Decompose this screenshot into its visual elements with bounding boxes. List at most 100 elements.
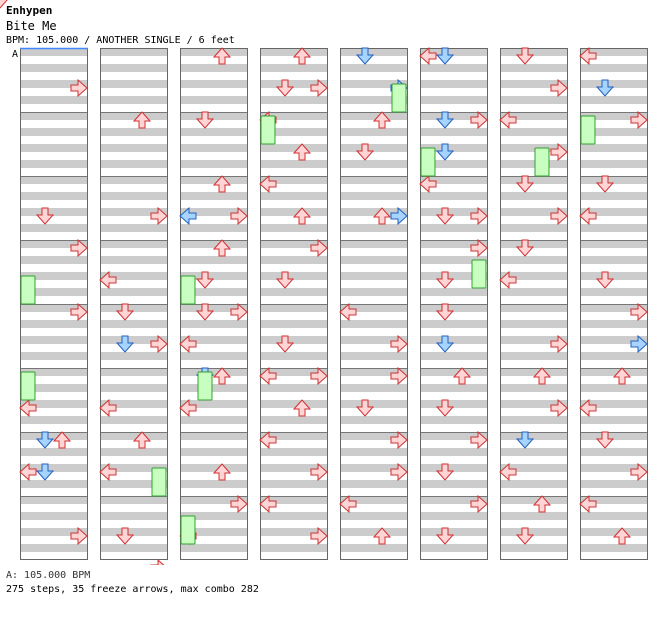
beat-stripe [580,512,648,520]
arrow-shape [212,175,232,193]
arrow-shape [435,271,455,289]
step-arrow [435,111,455,129]
song-artist: Enhypen [6,4,53,17]
beat-stripe [340,368,408,376]
arrow-shape [212,367,232,385]
arrow-shape [372,527,392,545]
beat-stripe [500,368,568,376]
arrow-shape [595,271,615,289]
arrow-shape [435,303,455,321]
beat-stripe [100,384,168,392]
beat-stripe [260,48,328,56]
step-arrow [499,270,517,290]
arrow-shape [550,334,568,354]
arrow-shape [595,431,615,449]
arrow-shape [230,302,248,322]
beat-stripe [340,480,408,488]
beat-stripe [340,256,408,264]
arrow-shape [259,430,277,450]
beat-stripe [500,528,568,536]
beat-stripe [340,224,408,232]
arrow-shape [579,206,597,226]
beat-stripe [180,352,248,360]
beat-stripe [20,80,88,88]
beat-stripe [100,176,168,184]
step-arrow [532,495,552,513]
beat-stripe [420,64,488,72]
beat-stripe [580,48,648,56]
beat-stripe [260,144,328,152]
beat-stripe [260,528,328,536]
arrow-shape [435,335,455,353]
arrow-shape [579,398,597,418]
beat-stripe [20,304,88,312]
beat-stripe [340,208,408,216]
beat-stripe [500,352,568,360]
beat-stripe [500,176,568,184]
step-arrow [630,110,648,130]
arrow-shape [515,527,535,545]
beat-stripe [340,528,408,536]
arrow-shape [372,207,392,225]
beat-stripe [20,256,88,264]
arrow-shape [515,47,535,65]
beat-stripe [20,288,88,296]
beat-stripe [580,448,648,456]
beat-stripe [580,144,648,152]
beat-stripe [100,48,168,56]
beat-stripe [20,176,88,184]
arrow-shape [115,303,135,321]
step-arrow [259,174,277,194]
beat-stripe [180,320,248,328]
freeze-arrow [580,115,596,145]
beat-stripe [180,448,248,456]
beat-stripe [420,288,488,296]
beat-stripe [340,336,408,344]
beat-stripe [340,496,408,504]
arrow-shape [390,334,408,354]
beat-stripe [580,288,648,296]
beat-stripe [100,96,168,104]
beat-stripe [20,224,88,232]
beat-stripe [580,208,648,216]
arrow-shape [435,463,455,481]
beat-stripe [340,544,408,552]
arrow-shape [310,462,328,482]
arrow-shape [579,46,597,66]
step-arrow [390,366,408,386]
freeze-arrow [534,147,550,177]
arrow-shape [150,206,168,226]
arrow-shape [230,206,248,226]
beat-stripe [180,64,248,72]
step-arrow [470,206,488,226]
arrow-shape [70,526,88,546]
beat-stripe [100,432,168,440]
beat-stripe [100,256,168,264]
beat-stripe [260,80,328,88]
beat-stripe [500,464,568,472]
step-arrow [292,399,312,417]
step-arrow [99,462,117,482]
arrow-shape [435,527,455,545]
step-arrow [470,430,488,450]
beat-stripe [420,272,488,280]
step-arrow [532,367,552,385]
step-arrow [275,271,295,289]
arrow-shape [179,398,197,418]
beat-stripe [20,496,88,504]
beat-stripe [20,480,88,488]
freeze-arrow [20,371,36,401]
arrow-shape [150,334,168,354]
beat-stripe [260,208,328,216]
beat-stripe [180,80,248,88]
beat-stripe [260,384,328,392]
step-arrow [452,367,472,385]
beat-stripe [580,416,648,424]
step-arrow [212,239,232,257]
beat-stripe [260,416,328,424]
beat-stripe [420,416,488,424]
arrow-shape [212,47,232,65]
beat-stripe [580,80,648,88]
beat-stripe [500,336,568,344]
beat-stripe [20,544,88,552]
